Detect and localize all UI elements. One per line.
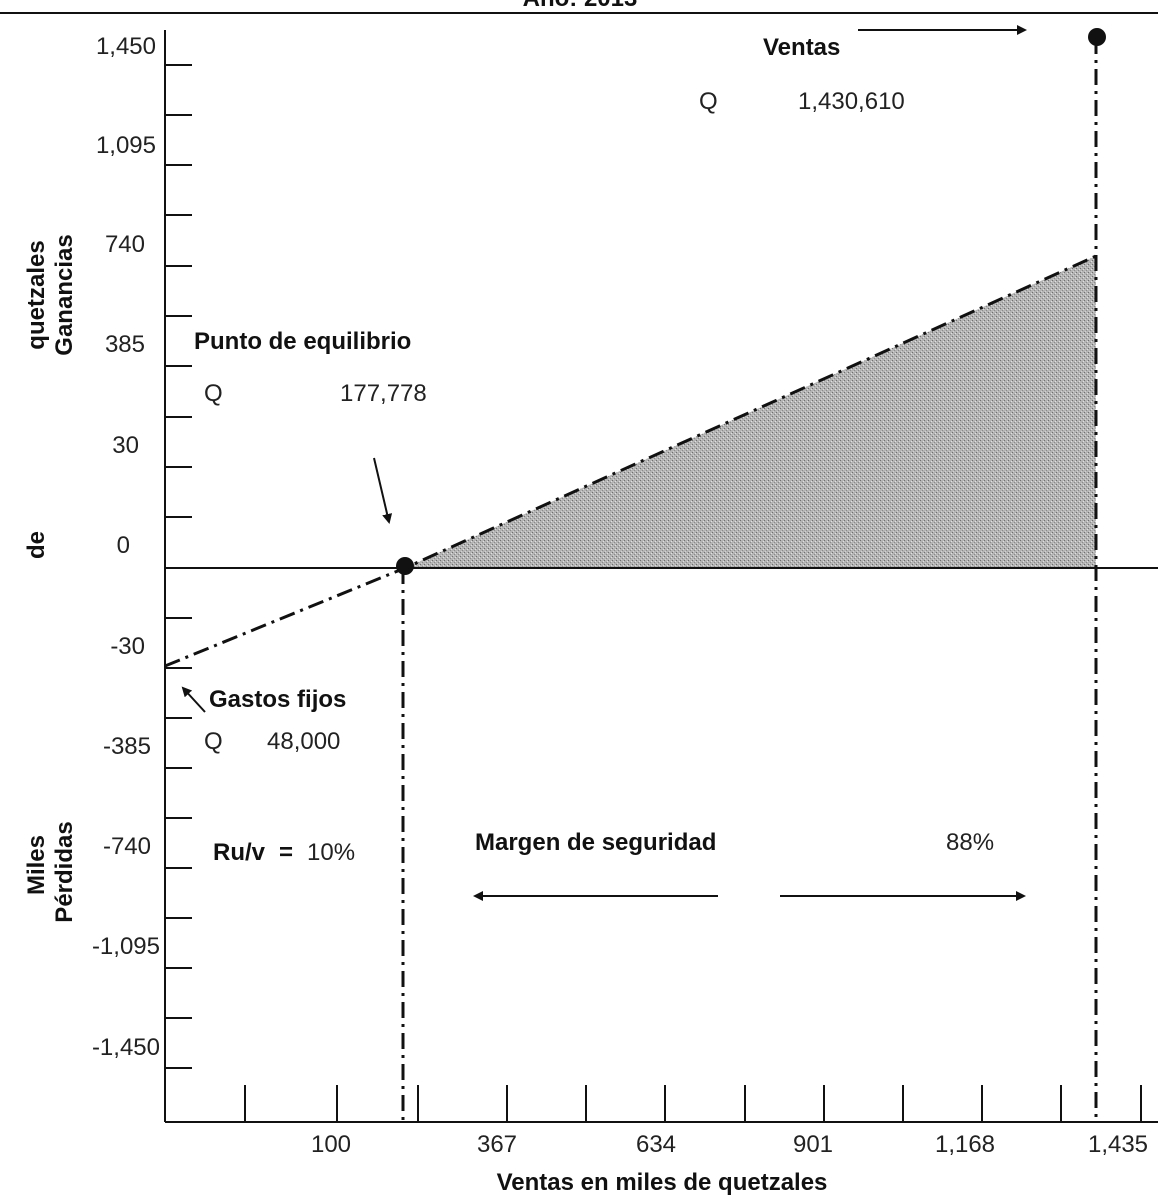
sales-value: 1,430,610 <box>798 88 905 115</box>
y-axis-title-quetzales: quetzales <box>23 240 50 349</box>
x-tick-label: 901 <box>793 1131 833 1158</box>
x-tick-label: 1,435 <box>1088 1131 1148 1158</box>
margin-value: 88% <box>946 829 994 856</box>
x-tick-label: 367 <box>477 1131 517 1158</box>
x-tick-label: 1,168 <box>935 1131 995 1158</box>
fixed-costs-currency: Q <box>204 728 223 755</box>
break-even-currency: Q <box>204 380 223 407</box>
y-tick-label: 1,450 <box>96 33 156 60</box>
x-tick-label: 100 <box>311 1131 351 1158</box>
y-tick-label: 740 <box>105 231 145 258</box>
sales-currency: Q <box>699 88 718 115</box>
x-tick-label: 634 <box>636 1131 676 1158</box>
y-axis-title-ganancias: Ganancias <box>51 234 78 355</box>
fixed-costs-title: Gastos fijos <box>209 686 346 713</box>
y-axis-title-de: de <box>23 531 50 559</box>
x-ticks <box>244 1085 1142 1122</box>
x-axis-title: Ventas en miles de quetzales <box>497 1169 828 1196</box>
y-tick-label: -740 <box>103 833 151 860</box>
y-tick-label: -1,450 <box>92 1034 160 1061</box>
sales-title: Ventas <box>763 34 840 61</box>
y-tick-label: -30 <box>110 633 145 660</box>
y-axis-title-miles: Miles <box>23 835 50 895</box>
fixed-costs-value: 48,000 <box>267 728 340 755</box>
y-tick-label: -1,095 <box>92 933 160 960</box>
y-tick-label: -385 <box>103 733 151 760</box>
ratio-value: 10% <box>307 839 355 866</box>
fixed-costs-arrow <box>181 686 206 713</box>
break-even-title: Punto de equilibrio <box>194 328 411 355</box>
y-ticks <box>165 64 192 1069</box>
chart-title: Año: 2013 <box>523 0 638 12</box>
break-even-arrow <box>373 457 393 524</box>
y-tick-label: 30 <box>112 432 139 459</box>
ratio-label: Ru/v <box>213 839 266 866</box>
y-tick-label: 385 <box>105 331 145 358</box>
y-tick-label: 0 <box>117 532 130 559</box>
break-even-point <box>396 557 414 575</box>
break-even-value: 177,778 <box>340 380 427 407</box>
y-axis-title-perdidas: Pérdidas <box>51 821 78 922</box>
y-tick-labels: 1,450 1,095 740 385 30 0 -30 -385 -740 -… <box>92 33 160 1061</box>
y-tick-label: 1,095 <box>96 132 156 159</box>
sales-point <box>1088 28 1106 46</box>
margin-title: Margen de seguridad <box>475 829 716 856</box>
x-tick-labels: 100 367 634 901 1,168 1,435 <box>311 1131 1148 1158</box>
ratio-eq: = <box>279 839 293 866</box>
